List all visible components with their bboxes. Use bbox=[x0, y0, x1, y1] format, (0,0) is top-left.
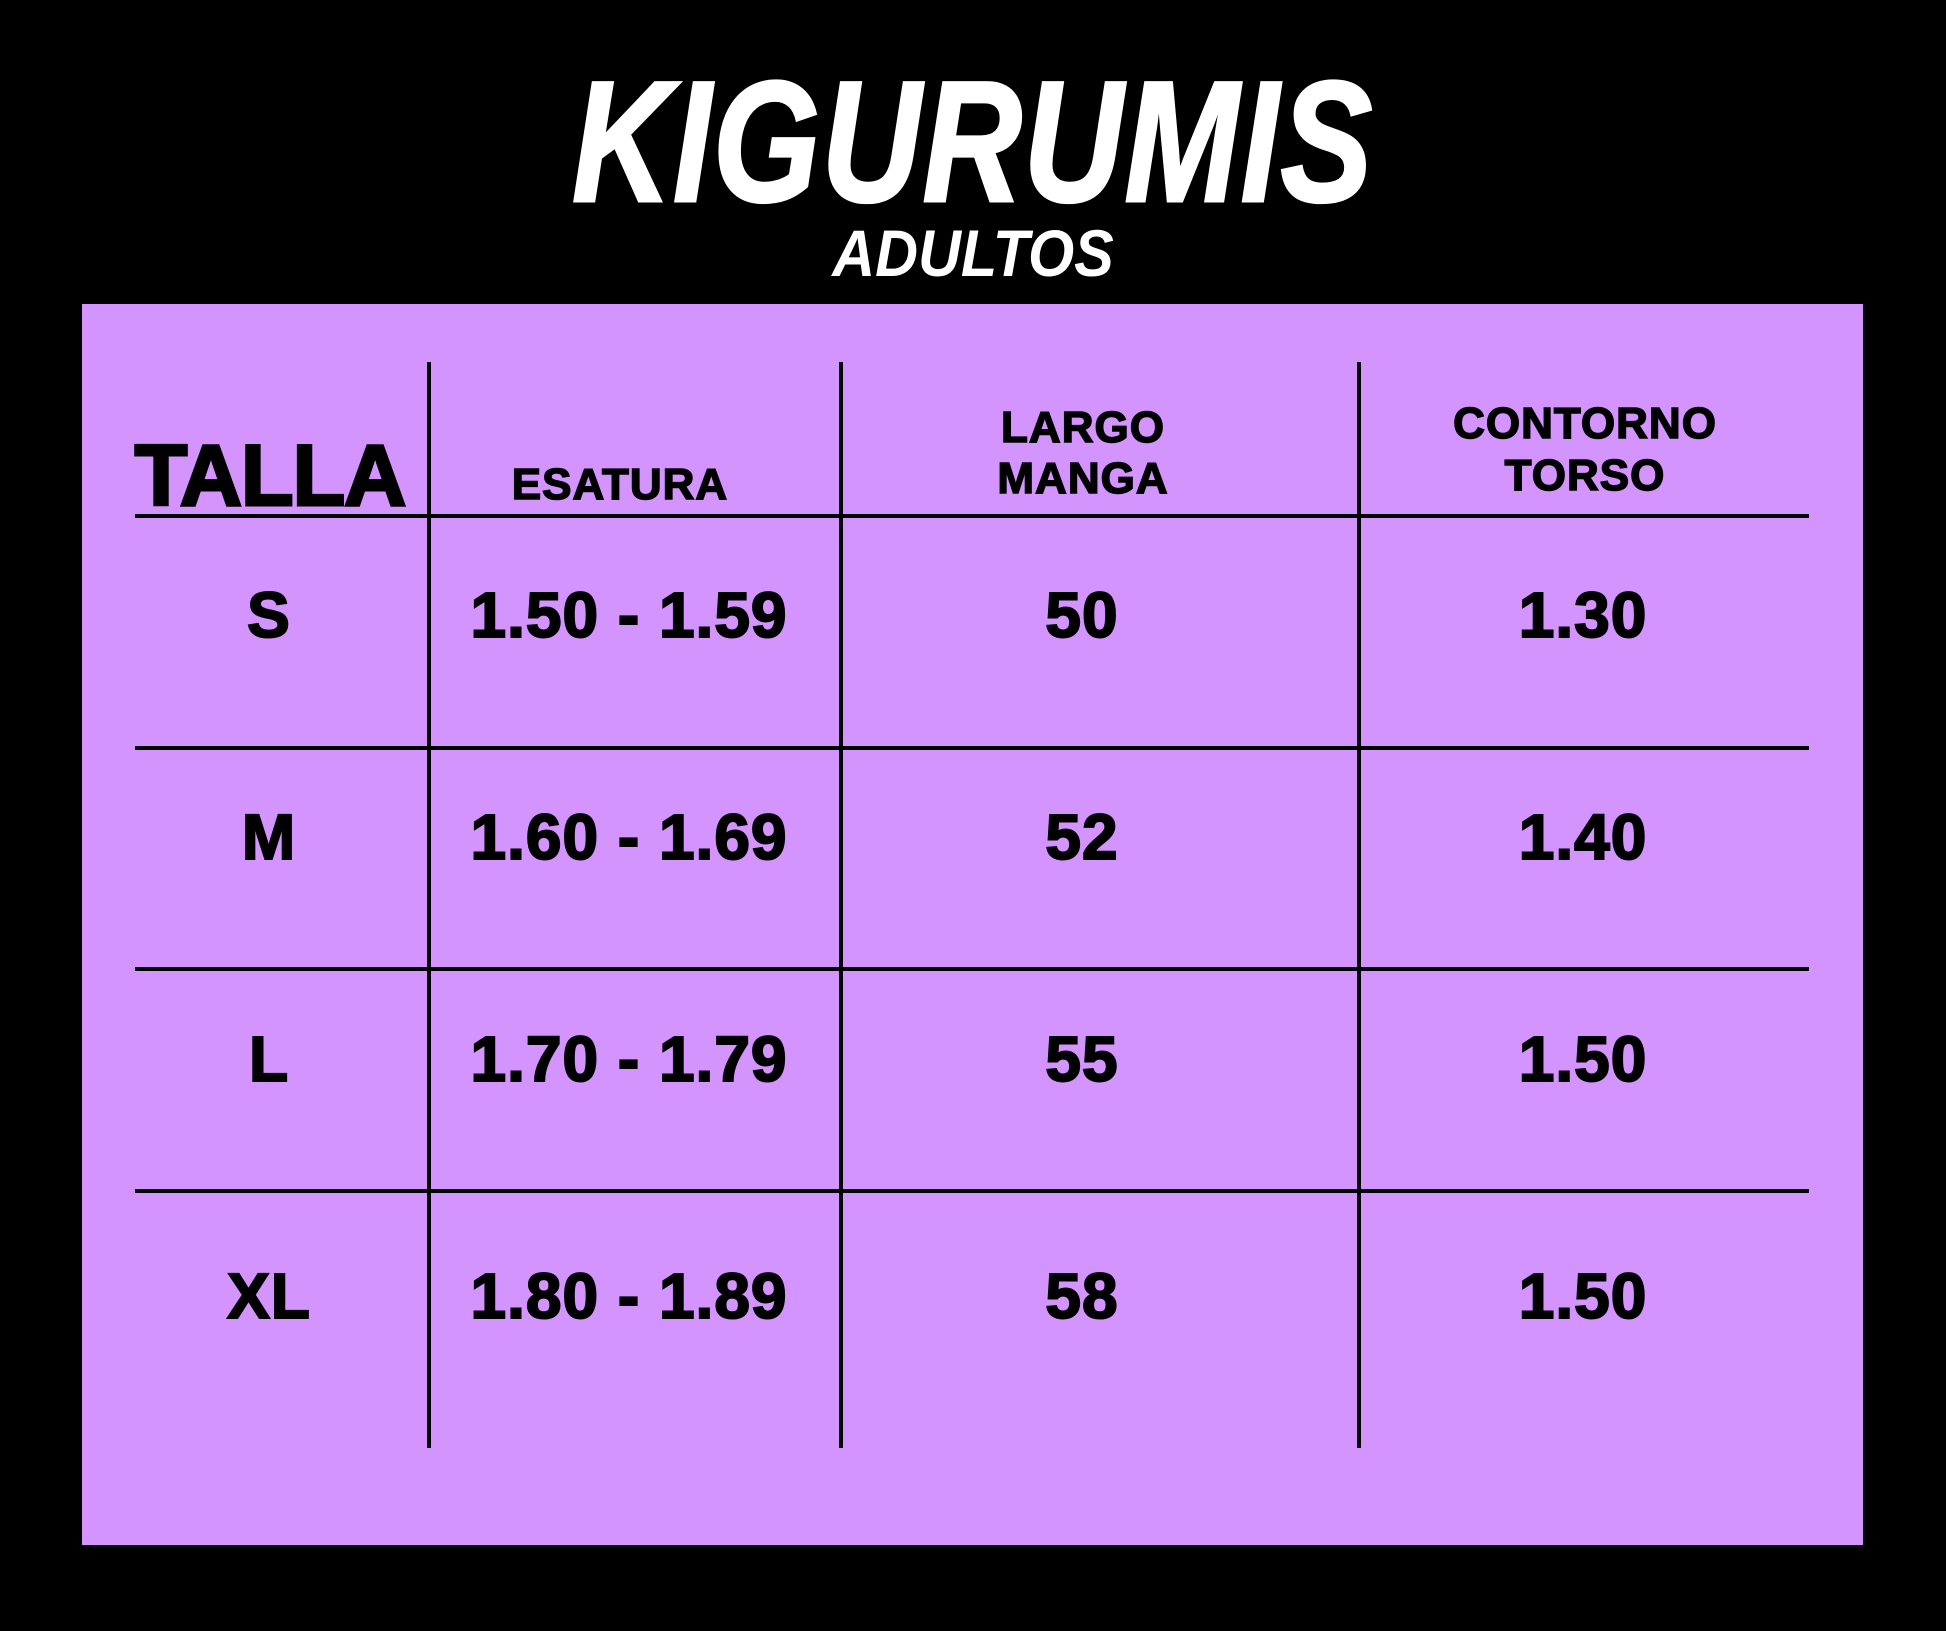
cell-talla: L bbox=[248, 1023, 290, 1095]
header-estatura: ESATURA bbox=[511, 460, 729, 509]
row-divider bbox=[135, 1189, 1809, 1193]
row-divider bbox=[135, 967, 1809, 971]
size-table-panel bbox=[82, 304, 1863, 1545]
cell-estatura: 1.50 - 1.59 bbox=[470, 579, 788, 651]
cell-talla: S bbox=[246, 579, 291, 651]
header-largo-manga-line2: MANGA bbox=[997, 454, 1169, 503]
cell-talla: XL bbox=[226, 1260, 311, 1332]
cell-largo-manga: 55 bbox=[1044, 1023, 1119, 1095]
cell-largo-manga: 52 bbox=[1044, 801, 1119, 873]
cell-estatura: 1.70 - 1.79 bbox=[470, 1023, 788, 1095]
header-largo-manga-line1: LARGO bbox=[1000, 403, 1165, 452]
cell-contorno-torso: 1.50 bbox=[1518, 1023, 1648, 1095]
column-divider bbox=[1357, 362, 1361, 1448]
cell-largo-manga: 58 bbox=[1044, 1260, 1119, 1332]
cell-largo-manga: 50 bbox=[1044, 579, 1119, 651]
cell-contorno-torso: 1.40 bbox=[1518, 801, 1648, 873]
header-talla: TALLA bbox=[133, 428, 407, 524]
page-subtitle: ADULTOS bbox=[832, 216, 1114, 290]
header-contorno-torso-line1: CONTORNO bbox=[1452, 399, 1717, 448]
cell-contorno-torso: 1.30 bbox=[1518, 579, 1648, 651]
cell-estatura: 1.80 - 1.89 bbox=[470, 1260, 788, 1332]
header-contorno-torso-line2: TORSO bbox=[1504, 451, 1666, 500]
page-title: KIGURUMIS bbox=[571, 46, 1374, 238]
cell-estatura: 1.60 - 1.69 bbox=[470, 801, 788, 873]
row-divider bbox=[135, 746, 1809, 750]
column-divider bbox=[427, 362, 431, 1448]
cell-talla: M bbox=[241, 801, 297, 873]
column-divider bbox=[839, 362, 843, 1448]
cell-contorno-torso: 1.50 bbox=[1518, 1260, 1648, 1332]
row-divider bbox=[135, 514, 1809, 518]
